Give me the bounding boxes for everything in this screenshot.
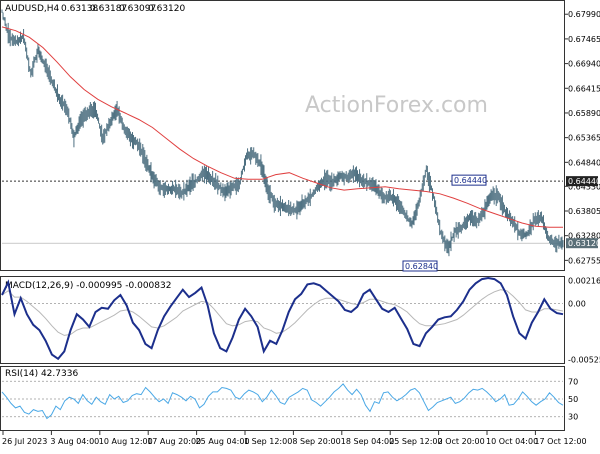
rsi-layer: [1, 380, 564, 420]
ohlc-open: 0.63138: [61, 4, 98, 14]
annotation-low: 0.62840: [405, 262, 438, 271]
price-tick-label: 0.65890: [568, 109, 600, 118]
rsi-tick-label: 70: [568, 377, 578, 386]
macd-panel-title: MACD(12,26,9) -0.000995 -0.000832: [5, 281, 171, 291]
watermark: ActionForex.com: [305, 93, 488, 118]
x-tick-label: 2 Oct 20:00: [438, 437, 485, 446]
annotation-low-box: [402, 260, 438, 272]
price-tick-label: 0.62755: [568, 256, 600, 265]
x-tick-label: 17 Aug 20:00: [147, 437, 201, 446]
annotation-high: 0.64440: [454, 176, 487, 185]
price-tick-label: 0.63805: [568, 207, 600, 216]
annotation-high-box: [451, 174, 487, 186]
level-tag: [566, 176, 598, 187]
x-tick-label: 10 Aug 12:00: [99, 437, 153, 446]
macd-layer: [1, 276, 564, 361]
price-tick-label: 0.63280: [568, 232, 600, 241]
price-panel-frame: [0, 0, 565, 271]
rsi-tick-label: 50: [568, 395, 578, 404]
x-tick-label: 8 Sep 20:00: [292, 437, 340, 446]
x-tick-label: 26 Jul 2023: [2, 437, 47, 446]
macd-tick-label: 0.00: [568, 300, 586, 309]
macd-line: [1, 276, 564, 361]
macd-panel-frame: [0, 276, 565, 364]
x-tick-label: 1 Sep 12:00: [244, 437, 292, 446]
ohlc-high: 0.63187: [90, 4, 127, 14]
price-tick-label: 0.66940: [568, 60, 600, 69]
price-tick-label: 0.64840: [568, 158, 600, 167]
ohlc-low: 0.63097: [119, 4, 156, 14]
macd-tick-label: 0.002168: [568, 276, 600, 285]
current-price-label: 0.63120: [568, 239, 600, 248]
price-tick-label: 0.67990: [568, 10, 600, 19]
axis-layer: 0.67990 0.67465 0.66940 0.66415 0.65890 0.653…: [2, 10, 600, 446]
price-tick-label: 0.65365: [568, 134, 600, 143]
x-tick-label: 25 Aug 04:00: [196, 437, 250, 446]
level-tag-label: 0.64440: [568, 177, 600, 186]
price-tick-label: 0.66415: [568, 84, 600, 93]
x-tick-label: 10 Oct 04:00: [486, 437, 538, 446]
macd-tick-label: -0.00525: [568, 355, 600, 364]
current-price-tag: [566, 238, 598, 249]
price-layer: 0.64440 0.62840: [1, 9, 564, 272]
x-tick-label: 17 Oct 12:00: [534, 437, 586, 446]
price-panel-title: AUDUSD,H4: [5, 4, 60, 14]
rsi-tick-label: 30: [568, 413, 578, 422]
rsi-panel-frame: [0, 366, 565, 431]
x-tick-label: 3 Aug 04:00: [50, 437, 99, 446]
x-tick-label: 18 Sep 04:00: [341, 437, 394, 446]
rsi-panel-title: RSI(14) 42.7336: [5, 369, 78, 379]
price-tick-label: 0.67465: [568, 35, 600, 44]
x-tick-label: 25 Sep 12:00: [389, 437, 442, 446]
ohlc-close: 0.63120: [148, 4, 185, 14]
price-tick-label: 0.64330: [568, 182, 600, 191]
ma-line: [1, 26, 563, 228]
rsi-line: [1, 383, 564, 420]
